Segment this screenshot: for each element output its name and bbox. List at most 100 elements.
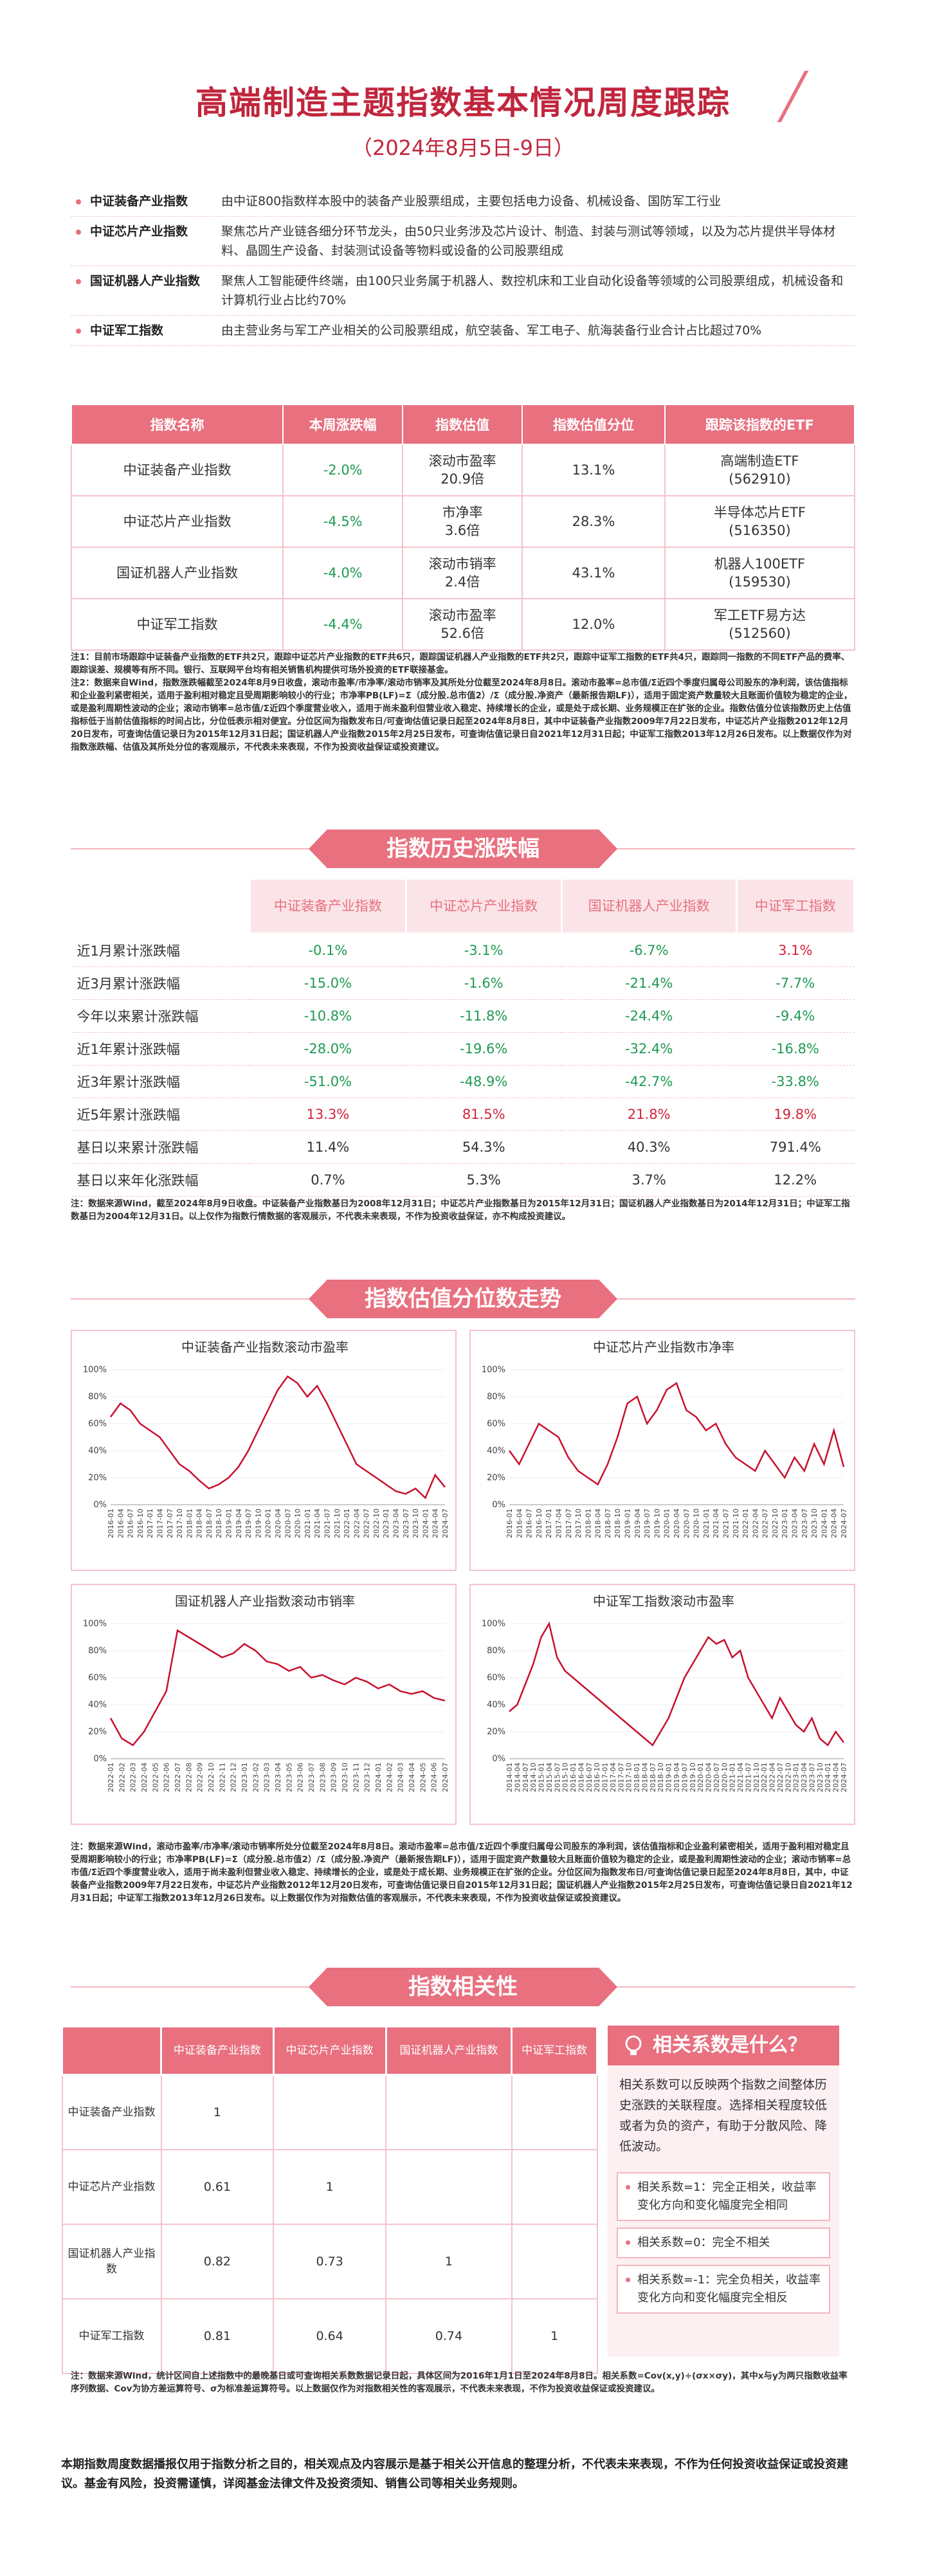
column-header: 中证军工指数 [735,878,855,934]
row-label: 近5年累计涨跌幅 [71,1098,250,1131]
x-tick-label: 2021-07 [323,1509,331,1538]
table-row: 今年以来累计涨跌幅 -10.8% -11.8% -24.4% -9.4% [71,999,855,1033]
x-tick-label: 2017-04 [156,1509,164,1538]
x-tick-label: 2020-01 [663,1509,671,1538]
x-tick-label: 2018-07 [604,1509,612,1538]
x-tick-label: 2016-04 [116,1509,125,1538]
intro-item: 中证军工指数 由主营业务与军工产业相关的公司股票组成，航空装备、军工电子、航海装备… [71,316,855,346]
x-tick-label: 2021-10 [752,1763,761,1792]
chart-card: 中证军工指数滚动市盈率 0% 20% 40% 60% 80% 100% 2014-01 2014… [469,1584,855,1825]
x-tick-label: 2016-10 [136,1509,145,1538]
change-value: -6.7% [561,933,736,967]
x-tick-label: 2023-03 [263,1763,271,1792]
empty-cell [385,2149,513,2225]
x-tick-label: 2024-04 [830,1509,839,1538]
x-tick-label: 2018-10 [657,1763,665,1792]
table-row: 近1月累计涨跌幅 -0.1% -3.1% -6.7% 3.1% [71,933,855,967]
x-tick-label: 2022-01 [760,1763,768,1792]
change-value: 0.7% [250,1163,406,1197]
x-tick-label: 2024-01 [820,1509,828,1538]
x-tick-label: 2015-07 [553,1763,561,1792]
x-tick-label: 2023-10 [341,1763,349,1792]
bulb-icon [625,2035,642,2055]
table-row: 近3年累计涨跌幅 -51.0% -48.9% -42.7% -33.8% [71,1065,855,1098]
note: 注1：目前市场跟踪中证装备产业指数的ETF共2只，跟踪中证芯片产业指数的ETF共… [71,651,855,754]
x-tick-label: 2020-04 [705,1763,713,1792]
percentile: 43.1% [522,547,666,599]
x-tick-label: 2022-06 [163,1763,171,1792]
column-header: 本周涨跌幅 [282,404,404,445]
x-tick-label: 2016-04 [515,1509,523,1538]
y-tick-label: 0% [492,1500,505,1510]
x-tick-label: 2022-01 [741,1509,750,1538]
y-tick-label: 20% [487,1727,505,1737]
explain-title-text: 相关系数是什么？ [653,2034,807,2056]
table-row: 近5年累计涨跌幅 13.3% 81.5% 21.8% 19.8% [71,1098,855,1131]
x-tick-label: 2019-04 [673,1763,681,1792]
valuation: 市净率 3.6倍 [402,495,523,548]
table-row: 基日以来年化涨跌幅 0.7% 5.3% 3.7% 12.2% [71,1163,855,1197]
intro-item: 中证芯片产业指数 聚焦芯片产业链各细分环节龙头，由50只业务涉及芯片设计、制造、封… [71,217,855,266]
x-tick-label: 2019-10 [254,1509,262,1538]
x-tick-label: 2022-04 [751,1509,759,1538]
etf-code: (562910) [729,471,791,487]
correlation-value: 1 [511,2298,598,2374]
x-tick-label: 2022-10 [207,1763,215,1792]
x-tick-label: 2016-01 [505,1509,514,1538]
row-label: 基日以来累计涨跌幅 [71,1130,250,1164]
x-tick-label: 2017-01 [146,1509,154,1538]
table-row: 中证装备产业指数 1 [61,2074,598,2150]
valuation: 滚动市销率 2.4倍 [402,547,523,599]
explain-point: 相关系数=1：完全正相关，收益率变化方向和变化幅度完全相同 [617,2172,830,2221]
chart-title: 国证机器人产业指数滚动市销率 [175,1593,355,1609]
intro-item: 国证机器人产业指数 聚焦人工智能硬件终端，由100只业务属于机器人、数控机床和工业… [71,266,855,316]
x-tick-label: 2017-10 [176,1509,184,1538]
line [509,1621,845,1746]
y-tick-label: 60% [88,1673,107,1683]
x-tick-label: 2017-04 [609,1763,617,1792]
x-tick-label: 2023-04 [274,1763,282,1792]
x-tick-label: 2021-07 [722,1509,730,1538]
x-tick-label: 2020-10 [720,1763,729,1792]
percentile: 13.1% [522,444,666,496]
x-tick-label: 2024-01 [374,1763,383,1792]
header-row: 中证装备产业指数 中证芯片产业指数 国证机器人产业指数 中证军工指数 [61,2026,598,2076]
x-tick-label: 2020-01 [696,1763,705,1792]
header-row: 中证装备产业指数 中证芯片产业指数 国证机器人产业指数 中证军工指数 [70,878,855,934]
x-tick-label: 2014-10 [529,1763,538,1792]
percentile: 28.3% [522,495,666,548]
change-value: -33.8% [736,1065,855,1098]
index-desc: 聚焦人工智能硬件终端，由100只业务属于机器人、数控机床和工业自动化设备等领域的… [221,274,844,307]
table: 中证装备产业指数 中证芯片产业指数 国证机器人产业指数 中证军工指数 中证装备产业指数 1… [61,2026,598,2374]
x-tick-label: 2017-10 [625,1763,633,1792]
empty-cell [511,2074,598,2150]
x-tick-label: 2022-10 [784,1763,792,1792]
x-tick-label: 2016-07 [127,1509,135,1538]
x-tick-label: 2016-10 [593,1763,601,1792]
line [109,1629,446,1746]
correlation-value: 1 [385,2224,513,2299]
correlation-table: 中证装备产业指数 中证芯片产业指数 国证机器人产业指数 中证军工指数 中证装备产业指数 1… [61,2026,598,2374]
x-tick-label: 2023-05 [285,1763,293,1792]
note-paragraph: 注1：目前市场跟踪中证装备产业指数的ETF共2只，跟踪中证芯片产业指数的ETF共… [71,652,850,675]
x-tick-label: 2022-10 [372,1509,381,1538]
y-tick-label: 100% [482,1619,505,1629]
line [508,1382,845,1486]
y-tick-label: 20% [487,1473,505,1483]
index-name: 国证机器人产业指数 [71,271,212,310]
y-tick-label: 100% [83,1365,107,1375]
x-tick-label: 2024-02 [385,1763,394,1792]
change-value: -16.8% [736,1032,855,1066]
x-tick-label: 2020-10 [693,1509,701,1538]
row-name: 国证机器人产业指数 [61,2224,162,2299]
x-tick-label: 2023-08 [318,1763,327,1792]
y-tick-label: 0% [93,1500,107,1510]
valuation-metric: 滚动市销率 [428,556,496,572]
column-header: 跟踪该指数的ETF [664,404,856,445]
x-tick-label: 2016-01 [107,1509,115,1538]
x-tick-label: 2022-01 [343,1509,351,1538]
x-tick-label: 2021-01 [702,1509,711,1538]
x-tick-label: 2019-04 [633,1509,642,1538]
x-tick-label: 2022-02 [118,1763,126,1792]
